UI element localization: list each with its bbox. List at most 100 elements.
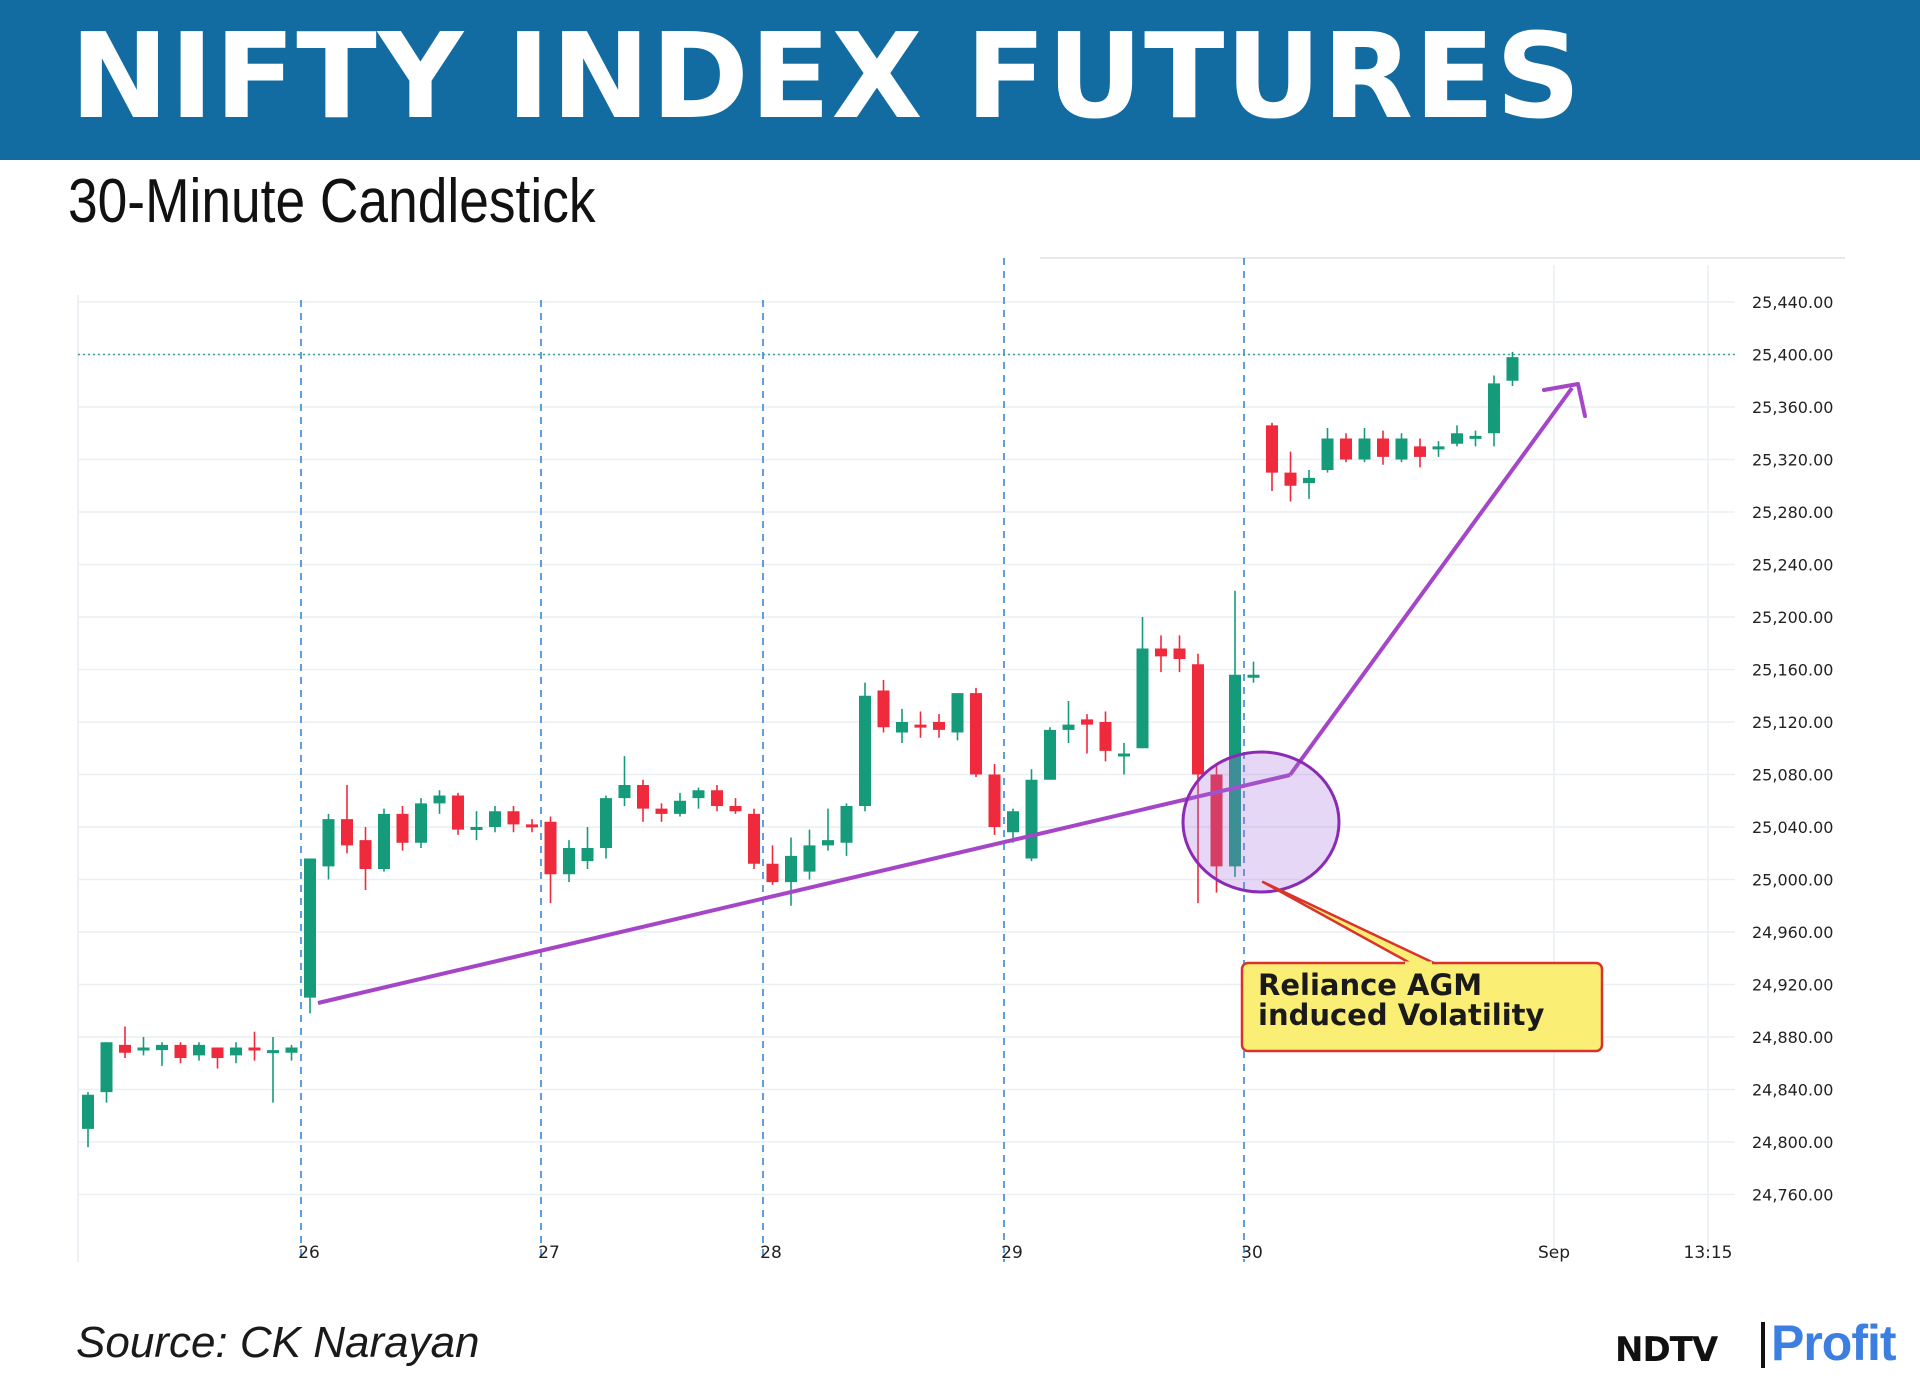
candle-body <box>896 722 908 733</box>
candle-body <box>1303 477 1315 484</box>
callout-pointer <box>1261 880 1436 965</box>
candle-body <box>82 1094 94 1129</box>
candle-body <box>840 806 853 843</box>
candle-body <box>489 811 501 827</box>
candle-body <box>1488 383 1500 434</box>
trendline <box>317 773 1291 1005</box>
candle-body <box>119 1044 131 1053</box>
candle-body <box>988 774 1001 827</box>
candle-body <box>729 806 742 812</box>
y-tick-label: 24,800.00 <box>1752 1133 1833 1152</box>
candle-body <box>600 798 612 848</box>
x-tick-label: 27 <box>538 1243 560 1263</box>
candle-body <box>1340 438 1352 460</box>
candle-body <box>1266 425 1278 473</box>
candle-body <box>1118 753 1130 757</box>
y-tick-label: 24,920.00 <box>1752 976 1833 995</box>
y-tick-label: 25,440.00 <box>1752 293 1833 312</box>
y-tick-label: 25,280.00 <box>1752 503 1833 522</box>
candle-body <box>1358 438 1371 460</box>
candle-body <box>544 821 557 875</box>
y-tick-label: 24,840.00 <box>1752 1081 1833 1100</box>
candle-body <box>137 1047 150 1051</box>
x-axis: 26 27 28 29 30 Sep 13:15 <box>298 1243 1732 1263</box>
candle-body <box>1321 438 1334 470</box>
annotations <box>317 382 1604 1053</box>
candle-body <box>877 690 890 728</box>
arrow-head <box>1542 382 1587 418</box>
y-axis: 25,440.00 25,400.00 25,360.00 25,320.00 25,2… <box>1752 293 1833 1205</box>
candle-body <box>156 1044 168 1051</box>
y-tick-label: 25,120.00 <box>1752 713 1833 732</box>
x-tick-label: 30 <box>1241 1243 1263 1263</box>
candle-body <box>193 1044 205 1056</box>
chart-grid <box>77 257 1845 1262</box>
candle-body <box>452 795 464 830</box>
candle-body <box>378 813 390 869</box>
x-tick-label: 28 <box>760 1243 782 1263</box>
candle-body <box>341 819 353 846</box>
x-tick-label: 26 <box>298 1243 320 1263</box>
y-tick-label: 25,000.00 <box>1752 871 1833 890</box>
candle-body <box>1099 722 1112 751</box>
candle-body <box>581 848 594 862</box>
y-tick-label: 25,160.00 <box>1752 661 1833 680</box>
candle-body <box>951 693 964 733</box>
y-tick-label: 25,320.00 <box>1752 451 1833 470</box>
candle-body <box>230 1047 242 1056</box>
candle-body <box>267 1050 279 1054</box>
logo-ndtv-text: NDTV <box>1615 1330 1718 1370</box>
candle-body <box>1136 648 1149 749</box>
candle-body <box>507 811 520 825</box>
candle-body <box>822 840 834 846</box>
title-banner: NIFTY INDEX FUTURES <box>0 0 1920 160</box>
candle-body <box>1007 811 1019 833</box>
ndtv-profit-logo: NDTV Profit <box>1615 1310 1897 1374</box>
candle-body <box>359 840 372 869</box>
candle-body <box>748 813 760 864</box>
y-tick-label: 24,880.00 <box>1752 1028 1833 1047</box>
volatility-ellipse <box>1181 750 1341 894</box>
callout-label: Reliance AGM induced Volatility <box>1258 968 1545 1032</box>
candle-body <box>304 858 316 998</box>
candle-body <box>785 855 797 883</box>
candle-body <box>100 1042 113 1093</box>
y-tick-label: 25,240.00 <box>1752 556 1833 575</box>
candle-body <box>415 803 427 843</box>
candles <box>82 351 1519 1148</box>
candle-body <box>285 1047 298 1053</box>
candle-body <box>674 800 686 814</box>
candle-body <box>1025 779 1038 859</box>
y-tick-label: 25,200.00 <box>1752 608 1833 627</box>
candle-body <box>1377 438 1389 457</box>
candle-body <box>433 795 446 804</box>
candle-body <box>211 1047 224 1058</box>
candle-body <box>1192 664 1204 775</box>
candle-body <box>1062 724 1075 730</box>
y-tick-label: 25,400.00 <box>1752 346 1833 365</box>
candle-body <box>1173 648 1186 659</box>
x-tick-label: 13:15 <box>1684 1243 1733 1263</box>
candle-body <box>637 785 649 809</box>
y-tick-label: 25,080.00 <box>1752 766 1833 785</box>
y-tick-label: 25,040.00 <box>1752 818 1833 837</box>
candle-body <box>1284 472 1297 486</box>
candle-body <box>1469 435 1482 439</box>
candle-body <box>711 790 723 806</box>
candle-body <box>1229 674 1241 867</box>
y-tick-label: 24,760.00 <box>1752 1186 1833 1205</box>
candle-body <box>1210 774 1223 867</box>
candle-body <box>1247 674 1260 678</box>
candle-body <box>933 722 945 730</box>
y-tick-label: 24,960.00 <box>1752 923 1833 942</box>
candle-body <box>914 724 927 728</box>
candle-body <box>1395 438 1408 460</box>
candle-body <box>1432 446 1445 450</box>
candle-body <box>322 819 335 867</box>
candle-body <box>563 848 575 875</box>
candle-body <box>1081 719 1093 725</box>
logo-profit-text: Profit <box>1771 1315 1897 1371</box>
breakout-arrow-line <box>1288 386 1574 777</box>
candle-body <box>526 824 538 828</box>
